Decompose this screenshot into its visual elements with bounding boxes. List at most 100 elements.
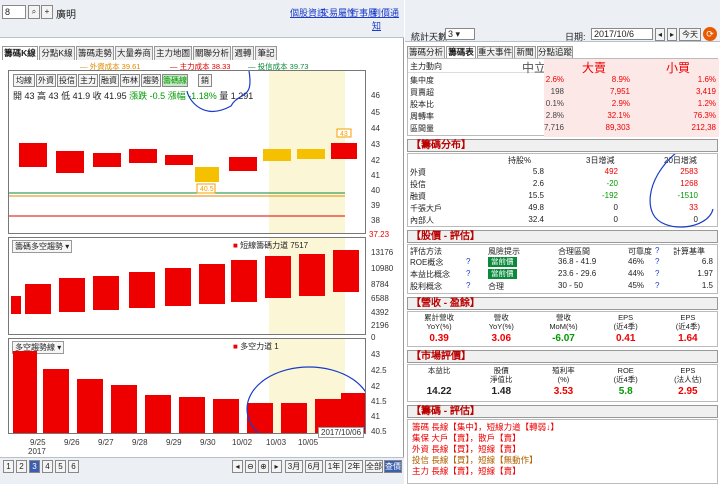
trend-axis-3: 6588 <box>371 294 389 303</box>
zoom-out-icon[interactable]: ⊕ <box>258 460 269 473</box>
range-2y[interactable]: 2年 <box>345 460 363 473</box>
link-stock-info[interactable]: 個股資訊 <box>290 8 327 18</box>
tab-news[interactable]: 新聞 <box>514 46 536 58</box>
refresh-icon[interactable]: ⟳ <box>703 27 717 41</box>
val-rel: 46% <box>628 257 645 266</box>
chip-eval-line: 主力 長線【賣】，短線【賣】 <box>412 466 521 476</box>
val-base: 1.5 <box>701 281 713 290</box>
trend-panel: 籌碼多空趨勢 ▾ ■ 短線籌碼力道 7517 <box>8 237 366 335</box>
val-row-label: 本益比概念 <box>410 270 450 279</box>
bb-axis-1: 42.5 <box>371 366 387 375</box>
hi-price-label-box <box>336 128 352 138</box>
tab-chip-analysis[interactable]: 籌碼分析 <box>407 46 445 58</box>
revenue-value: -6.07 <box>552 333 575 344</box>
tab-chip-table[interactable]: 籌碼表 <box>446 46 476 58</box>
link-trade-attr[interactable]: 交易屬性 <box>320 8 357 18</box>
tab-main-map[interactable]: 主力地圖 <box>154 46 192 60</box>
help-icon[interactable]: ? <box>466 269 471 278</box>
summary-row-label: 區間量 <box>410 124 434 133</box>
tab-branch-k[interactable]: 分點K線 <box>39 46 75 60</box>
bb-axis-0: 43 <box>371 350 380 359</box>
analysis-toolbar: 統計天數: 3 ▾ 日期: 2017/10/6 ◂ ▸ 今天 ⟳ <box>405 0 720 42</box>
date-label: 9/29 <box>166 438 182 447</box>
btn-chipline[interactable]: 籌碼線 <box>162 74 188 87</box>
btn-bollinger[interactable]: 布林 <box>120 74 140 87</box>
help-icon[interactable]: ? <box>655 257 660 266</box>
val-h-help-icon[interactable]: ? <box>655 246 660 255</box>
legend-foreign: — 外資成本 39.61 <box>80 62 141 71</box>
page-3[interactable]: 3 <box>29 460 40 473</box>
stock-code-input[interactable]: 8 <box>2 5 26 19</box>
summary-cell: 198 <box>550 87 564 96</box>
search-icon[interactable]: ⌕ <box>28 5 40 19</box>
date-prev-icon[interactable]: ◂ <box>655 28 665 41</box>
legend-trust-label: 投信成本 39.73 <box>257 62 309 71</box>
chip-cell: 0 <box>613 203 618 212</box>
range-6m[interactable]: 6月 <box>305 460 323 473</box>
summary-table: 主力動向 中立 大賣 小買 集中度 2.6% 8.9% 1.6% 買賣超 198 7,951… <box>407 58 719 137</box>
page-1[interactable]: 1 <box>3 460 14 473</box>
price-axis-40: 40 <box>371 186 380 195</box>
market-value: 2.95 <box>678 386 698 397</box>
btn-trust[interactable]: 投信 <box>57 74 77 87</box>
date-label: 9/30 <box>200 438 216 447</box>
btn-main[interactable]: 主力 <box>78 74 98 87</box>
help-icon[interactable]: ? <box>655 281 660 290</box>
btn-foreign[interactable]: 外資 <box>36 74 56 87</box>
quote-change-pt: 漲跌 -0.5 <box>129 91 166 101</box>
today-button[interactable]: 今天 <box>679 28 701 41</box>
page-5[interactable]: 5 <box>55 460 66 473</box>
chip-cell: 33 <box>689 203 698 212</box>
help-icon[interactable]: ? <box>466 281 471 290</box>
chip-row-label: 外資 <box>410 168 426 177</box>
page-2[interactable]: 2 <box>16 460 27 473</box>
price-axis-45: 45 <box>371 108 380 117</box>
val-range: 36.8 - 41.9 <box>558 257 597 266</box>
revenue-header: 累計營收 YoY(%) <box>424 313 455 331</box>
scroll-right-icon[interactable]: ▸ <box>271 460 282 473</box>
tab-branch-track[interactable]: 分點追蹤 <box>537 46 573 58</box>
val-row-label: 股利概念 <box>410 282 442 291</box>
candle-4 <box>129 149 157 163</box>
scroll-left-icon[interactable]: ◂ <box>232 460 243 473</box>
chip-cell: 0 <box>613 215 618 224</box>
link-price-alert[interactable]: 到價通知 <box>372 8 400 31</box>
link-calendar[interactable]: 行事曆 <box>350 8 378 18</box>
revenue-value: 1.64 <box>678 333 698 344</box>
help-icon[interactable]: ? <box>466 257 471 266</box>
stock-name: 廣明 <box>56 10 76 21</box>
range-all[interactable]: 全部 <box>365 460 383 473</box>
date-input[interactable]: 2017/10/6 <box>591 28 653 40</box>
trend-panel-title[interactable]: 籌碼多空趨勢 ▾ <box>12 240 73 253</box>
tab-correlation[interactable]: 關聯分析 <box>193 46 231 60</box>
btn-margin[interactable]: 融資 <box>99 74 119 87</box>
range-3m[interactable]: 3月 <box>285 460 303 473</box>
candle-1 <box>19 143 47 167</box>
stats-days-select[interactable]: 3 ▾ <box>445 28 475 40</box>
page-4[interactable]: 4 <box>42 460 53 473</box>
btn-ma[interactable]: 均線 <box>13 74 35 87</box>
tab-chip-trend[interactable]: 籌碼走勢 <box>76 46 114 60</box>
tab-turnover[interactable]: 週轉 <box>232 46 254 60</box>
tab-events[interactable]: 重大事件 <box>477 46 513 58</box>
add-icon[interactable]: + <box>41 5 53 19</box>
tab-chip-k[interactable]: 籌碼K線 <box>2 46 38 60</box>
tab-notes[interactable]: 筆記 <box>255 46 277 60</box>
bull-bear-title[interactable]: 多空趨勢線 ▾ <box>12 341 65 354</box>
date-next-icon[interactable]: ▸ <box>667 28 677 41</box>
trend-bars-svg <box>11 250 359 314</box>
bull-bear-title-text: 多空趨勢線 <box>15 343 55 352</box>
risk-badge: 當前價 <box>488 257 517 267</box>
page-6[interactable]: 6 <box>68 460 79 473</box>
help-icon[interactable]: ? <box>655 269 660 278</box>
market-value: 14.22 <box>426 386 452 397</box>
zoom-in-icon[interactable]: ⊖ <box>245 460 256 473</box>
btn-trend[interactable]: 趨勢 <box>141 74 161 87</box>
tab-big-broker[interactable]: 大量券商 <box>115 46 153 60</box>
query-price-button[interactable]: 查價 <box>384 460 402 473</box>
stats-days-row: 統計天數: <box>411 30 450 43</box>
btn-lock[interactable]: 銷 <box>198 74 212 87</box>
market-value: 3.53 <box>553 386 574 397</box>
legend-square-icon: ■ <box>233 342 238 351</box>
range-1y[interactable]: 1年 <box>325 460 343 473</box>
